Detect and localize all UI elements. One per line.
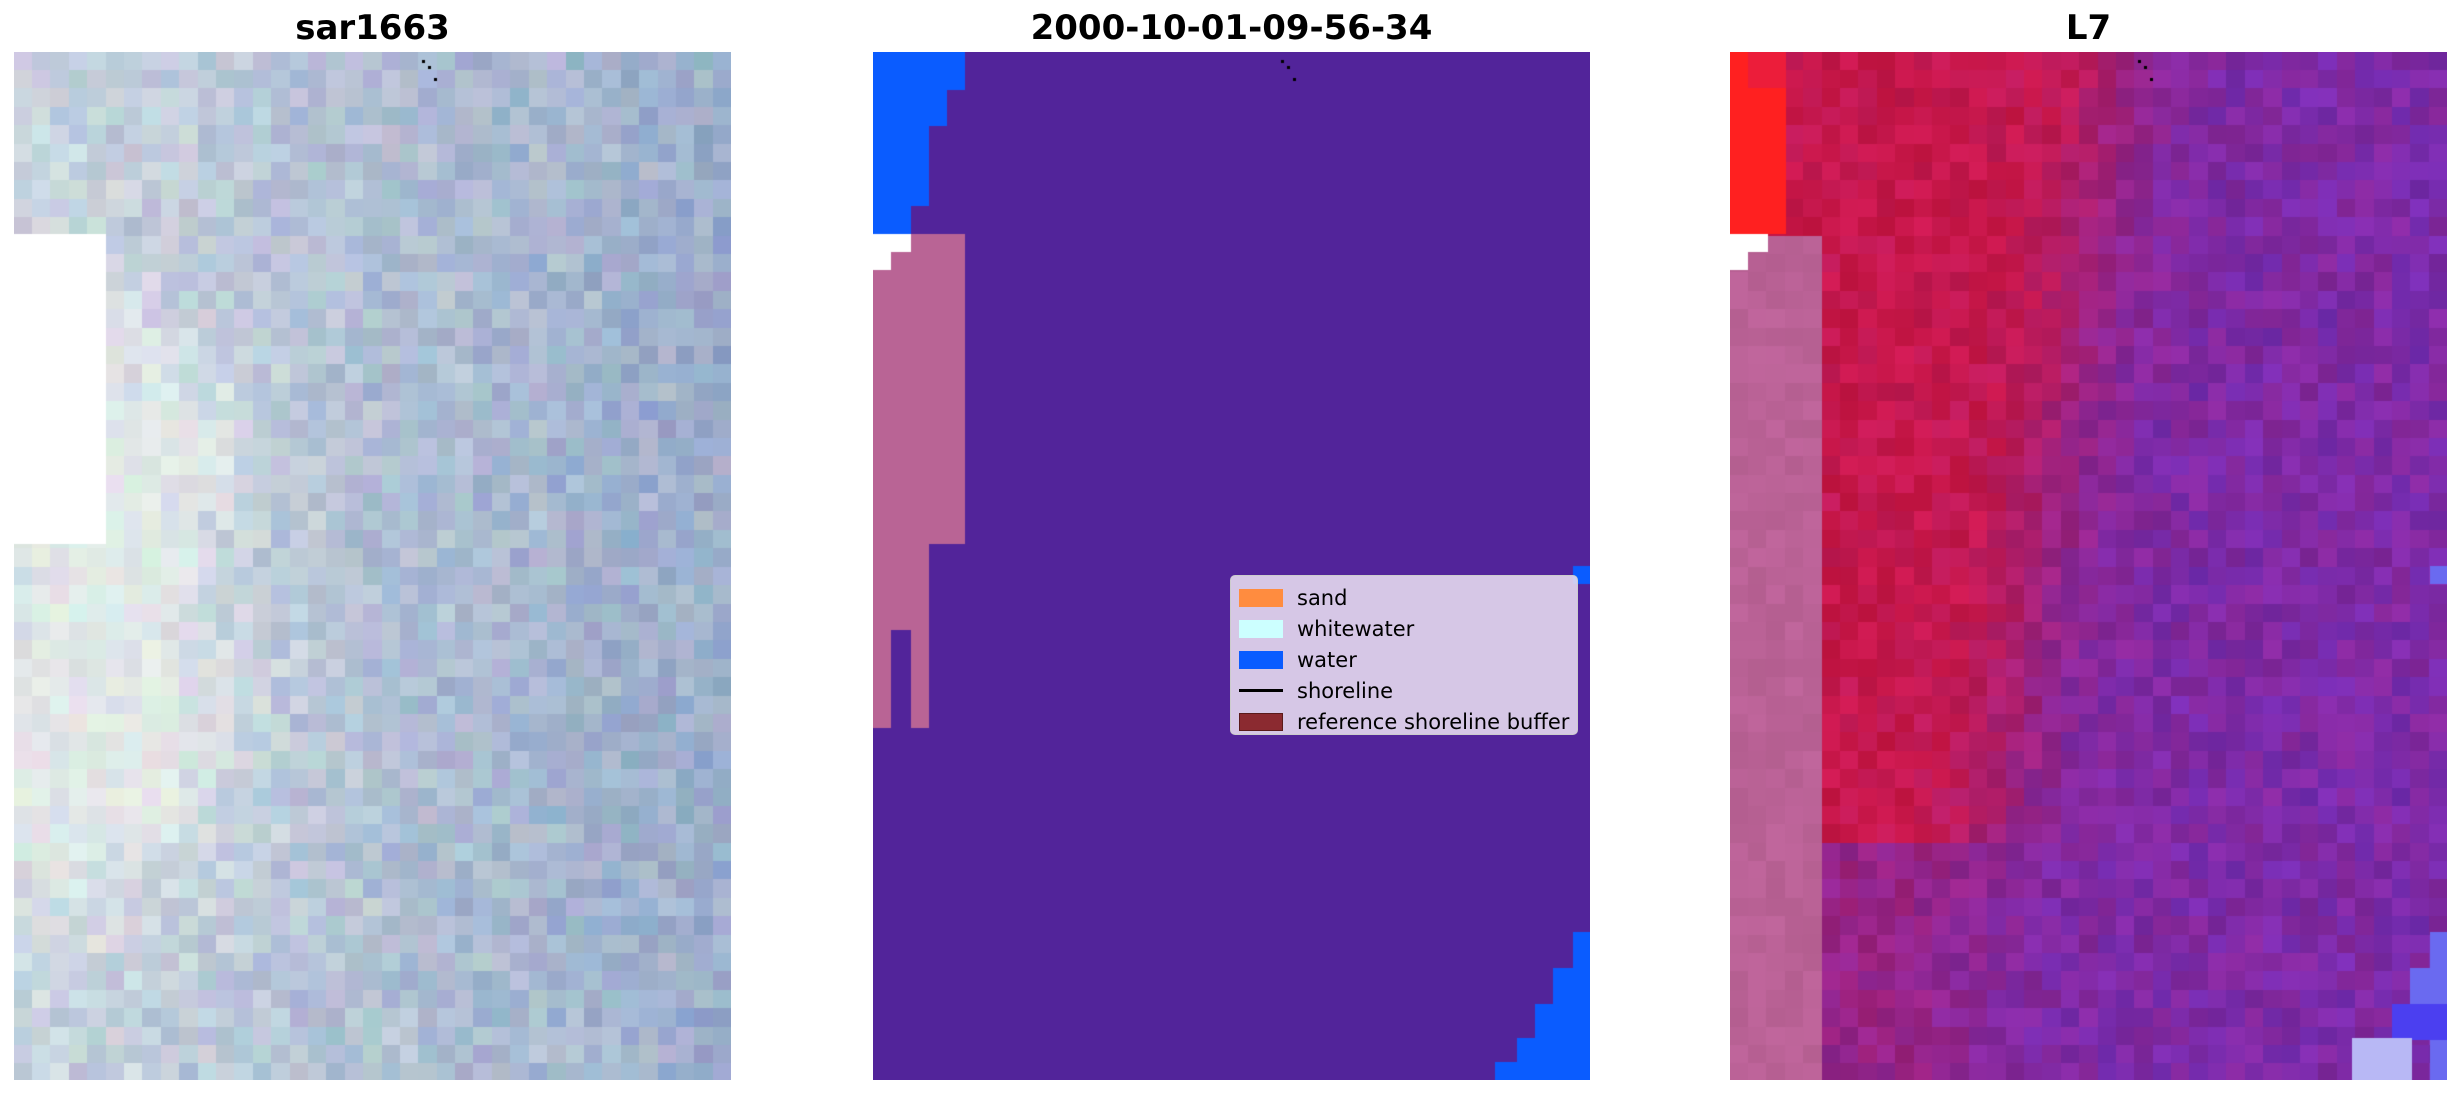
legend-label-sand: sand [1297,585,1348,610]
legend-label-water: water [1297,647,1357,672]
legend-swatch-shoreline [1239,689,1283,692]
legend-item-whitewater: whitewater [1239,613,1569,644]
legend: sand whitewater water shoreline referenc… [1230,575,1578,735]
panel-title-center: 2000-10-01-09-56-34 [1030,8,1433,48]
legend-swatch-whitewater [1239,619,1283,638]
legend-item-shoreline: shoreline [1239,675,1569,706]
legend-label-shoreline: shoreline [1297,678,1394,703]
rgb-satellite-image [14,52,731,1080]
legend-label-whitewater: whitewater [1297,616,1415,641]
legend-label-reference-shoreline-buffer: reference shoreline buffer [1297,709,1570,734]
legend-swatch-reference-shoreline-buffer [1239,712,1283,731]
legend-swatch-sand [1239,588,1283,607]
legend-item-reference-shoreline-buffer: reference shoreline buffer [1239,706,1569,737]
rgb-image-panel [14,52,731,1080]
panel-title-right: L7 [2065,8,2112,48]
classified-image-panel [873,52,1590,1080]
legend-item-water: water [1239,644,1569,675]
legend-swatch-water [1239,650,1283,669]
false-color-image [1730,52,2447,1080]
classified-image [873,52,1590,1080]
panel-title-left: sar1663 [295,8,450,48]
legend-item-sand: sand [1239,582,1569,613]
false-color-image-panel [1730,52,2447,1080]
